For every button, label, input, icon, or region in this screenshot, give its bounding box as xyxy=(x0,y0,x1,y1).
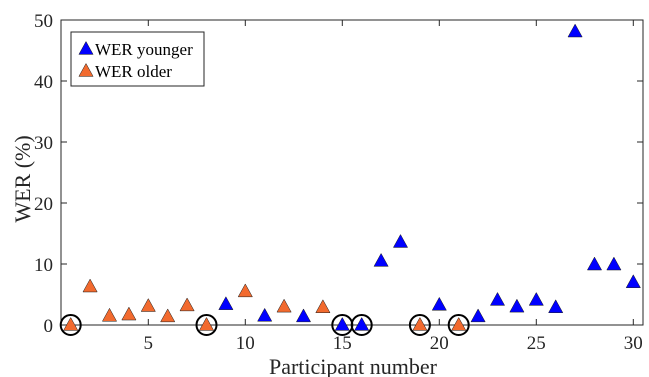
x-tick-label: 10 xyxy=(236,333,255,354)
highlight-circle xyxy=(447,314,470,336)
x-tick-label: 15 xyxy=(333,333,352,354)
older-data-point xyxy=(198,316,215,331)
legend: WER younger WER older xyxy=(70,31,205,87)
younger-data-point xyxy=(334,316,350,331)
tick-labels: 5 10 15 20 25 30 0 10 20 30 40 50 xyxy=(34,11,643,354)
younger-data-point xyxy=(431,296,447,311)
younger-data-point xyxy=(373,252,389,267)
y-tick-label: 10 xyxy=(34,255,53,276)
x-tick-label: 25 xyxy=(527,333,546,354)
highlight-circle xyxy=(195,314,218,336)
x-tick-label: 30 xyxy=(624,333,643,354)
circled-points xyxy=(59,314,470,336)
older-data-point xyxy=(121,306,137,321)
older-data-point xyxy=(160,308,176,323)
legend-marker xyxy=(78,62,94,77)
legend-marker xyxy=(78,40,94,55)
younger-data-point xyxy=(470,308,486,323)
older-data-point xyxy=(315,299,331,313)
younger-data-point xyxy=(528,291,544,306)
legend-label: WER younger xyxy=(95,40,193,59)
older-data-point xyxy=(63,316,79,331)
y-tick-label: 40 xyxy=(34,72,53,93)
younger-data-point xyxy=(548,299,564,313)
younger-data-point xyxy=(586,256,603,271)
legend-label: WER older xyxy=(95,62,172,81)
x-axis-label: Participant number xyxy=(269,354,438,377)
younger-data-point xyxy=(354,316,370,331)
x-tick-label: 5 xyxy=(144,333,154,354)
younger-data-point xyxy=(509,298,525,313)
older-data-point xyxy=(451,316,467,331)
older-data-point xyxy=(82,278,98,293)
older-data-point xyxy=(101,307,118,322)
older-data-point xyxy=(412,316,428,331)
younger-data-point xyxy=(257,307,273,322)
x-tick-label: 20 xyxy=(430,333,449,354)
younger-data-point xyxy=(489,291,506,306)
data-points xyxy=(63,23,641,331)
highlight-circle xyxy=(350,314,373,336)
older-data-point xyxy=(276,298,292,313)
younger-data-point xyxy=(295,308,312,323)
highlight-circle xyxy=(408,314,431,336)
younger-data-point xyxy=(625,274,641,288)
older-data-point xyxy=(140,298,156,312)
y-axis-label: WER (%) xyxy=(10,135,35,222)
legend-box xyxy=(70,31,205,87)
younger-data-point xyxy=(567,23,583,38)
y-tick-label: 30 xyxy=(34,133,53,154)
younger-data-point xyxy=(606,256,622,271)
older-data-point xyxy=(237,283,253,298)
y-tick-label: 0 xyxy=(44,316,54,337)
y-tick-label: 20 xyxy=(34,194,53,215)
younger-data-point xyxy=(392,234,409,248)
younger-data-point xyxy=(218,296,234,310)
highlight-circle xyxy=(59,314,82,336)
y-tick-label: 50 xyxy=(34,11,53,32)
older-data-point xyxy=(179,297,195,312)
